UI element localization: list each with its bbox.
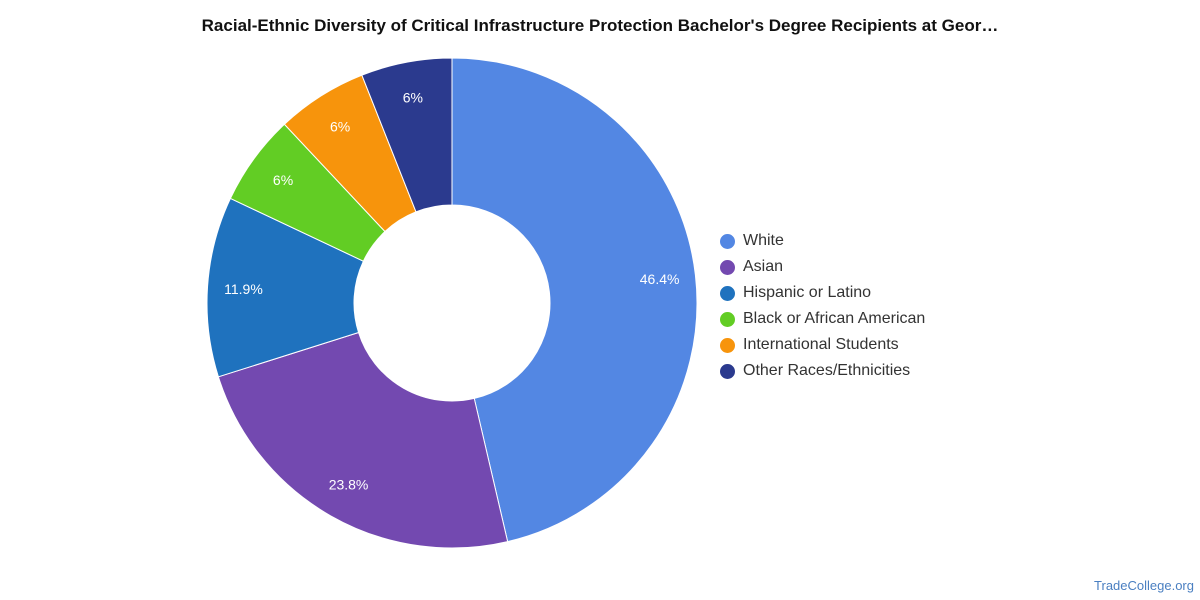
chart-legend: White Asian Hispanic or Latino Black or Afr… — [720, 228, 925, 384]
slice-label-hispanic-or-latino: 11.9% — [224, 281, 263, 297]
slice-label-black-or-african-american: 6% — [273, 172, 293, 188]
legend-swatch — [720, 259, 735, 275]
legend-swatch — [720, 337, 735, 353]
slice-label-international-students: 6% — [330, 118, 350, 134]
legend-swatch — [720, 233, 735, 249]
legend-label: Black or African American — [743, 310, 926, 327]
legend-label: Hispanic or Latino — [743, 284, 872, 301]
legend-item-hispanic-or-latino[interactable]: Hispanic or Latino — [720, 280, 925, 306]
slice-label-white: 46.4% — [640, 271, 680, 287]
slice-label-asian: 23.8% — [329, 477, 369, 493]
slice-white[interactable] — [451, 57, 698, 543]
legend-swatch — [720, 363, 735, 379]
legend-item-international-students[interactable]: International Students — [720, 332, 925, 358]
legend-label: Asian — [743, 258, 784, 275]
legend-swatch — [720, 285, 735, 301]
legend-item-asian[interactable]: Asian — [720, 254, 925, 280]
source-credit[interactable]: TradeCollege.org — [1094, 578, 1194, 593]
slice-label-other-races-ethnicities: 6% — [403, 90, 423, 106]
legend-label: White — [743, 232, 784, 249]
slice-other-races-ethnicities[interactable] — [361, 57, 453, 213]
legend-item-white[interactable]: White — [720, 228, 925, 254]
legend-swatch — [720, 311, 735, 327]
slice-asian[interactable] — [217, 331, 509, 549]
chart-title: Racial-Ethnic Diversity of Critical Infr… — [201, 16, 999, 35]
legend-item-black-or-african-american[interactable]: Black or African American — [720, 306, 925, 332]
legend-label: Other Races/Ethnicities — [743, 362, 911, 379]
legend-item-other-races-ethnicities[interactable]: Other Races/Ethnicities — [720, 358, 925, 384]
legend-label: International Students — [743, 336, 899, 353]
